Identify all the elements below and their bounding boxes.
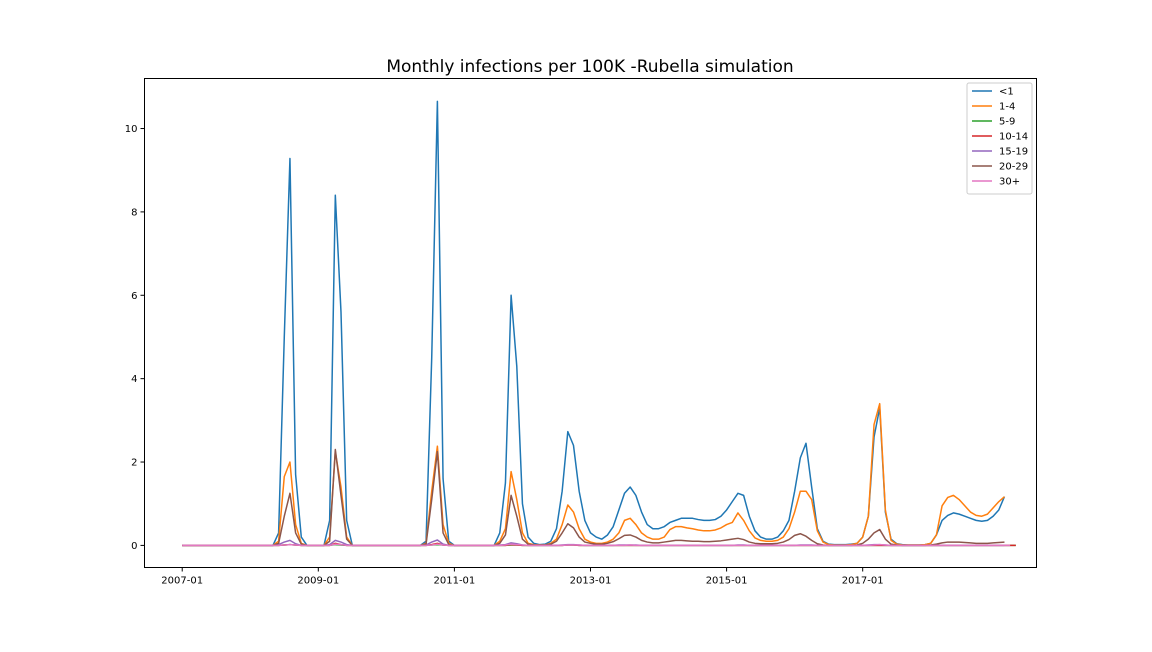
series-line xyxy=(182,402,1005,547)
x-tick-label: 2011-01 xyxy=(434,576,476,587)
y-tick-label: 4 xyxy=(131,374,137,385)
x-tick-label: 2007-01 xyxy=(161,576,203,587)
legend-label: 30+ xyxy=(999,177,1020,188)
legend-label: 20-29 xyxy=(999,162,1028,173)
plot-area xyxy=(144,78,1037,568)
legend: <1 1-4 5-9 10-14 15-19 20-29 30+ xyxy=(966,82,1033,195)
y-tick-label: 2 xyxy=(131,458,137,469)
legend-label: 1-4 xyxy=(999,102,1015,113)
series-line xyxy=(182,448,1005,547)
y-axis: 0 2 4 6 8 10 xyxy=(125,124,145,552)
x-axis: 2007-01 2009-01 2011-01 2013-01 2015-01 2017-… xyxy=(161,567,884,587)
y-tick-label: 0 xyxy=(131,541,137,552)
series-line xyxy=(182,100,1006,547)
legend-label: 10-14 xyxy=(999,132,1028,143)
x-tick-label: 2015-01 xyxy=(706,576,748,587)
chart-title: Monthly infections per 100K -Rubella sim… xyxy=(386,57,793,77)
x-tick-label: 2013-01 xyxy=(570,576,612,587)
legend-label: <1 xyxy=(999,87,1014,98)
legend-label: 5-9 xyxy=(999,117,1015,128)
y-tick-label: 6 xyxy=(131,291,137,302)
x-tick-label: 2009-01 xyxy=(297,576,339,587)
legend-label: 15-19 xyxy=(999,147,1028,158)
series-line xyxy=(182,543,1011,547)
x-tick-label: 2017-01 xyxy=(842,576,884,587)
y-tick-label: 8 xyxy=(131,207,137,218)
series-layer xyxy=(182,100,1016,547)
y-tick-label: 10 xyxy=(125,124,138,135)
